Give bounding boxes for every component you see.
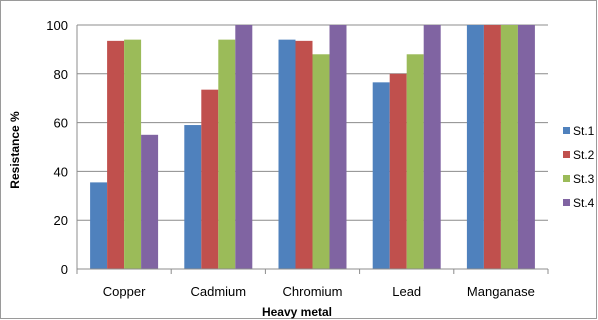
bar-st4-lead	[423, 25, 441, 269]
x-tick-label: Copper	[103, 284, 146, 299]
bar-st2-cadmium	[201, 89, 219, 269]
bar-st4-chromium	[329, 25, 347, 269]
legend: St.1 St.2 St.3 St.4	[563, 124, 595, 210]
x-tick-label: Manganase	[467, 284, 535, 299]
bar-st3-copper	[124, 39, 142, 269]
bar-st1-copper	[90, 182, 108, 269]
bar-st1-lead	[372, 82, 390, 269]
bar-st4-manganase	[517, 25, 535, 269]
y-tick-labels: 0 20 40 60 80 100	[46, 18, 68, 277]
bar-st3-chromium	[312, 54, 330, 269]
x-tick-label: Cadmium	[190, 284, 246, 299]
bars	[90, 25, 535, 269]
legend-label: St.1	[573, 124, 595, 138]
bar-st4-copper	[141, 134, 159, 269]
y-axis-title: Resistance %	[8, 111, 22, 189]
y-tick-label: 80	[54, 67, 68, 82]
y-tick-label: 40	[54, 164, 68, 179]
bar-st3-manganase	[500, 25, 518, 269]
bar-st3-lead	[406, 54, 424, 269]
bar-st1-chromium	[278, 39, 296, 269]
y-tick-label: 20	[54, 213, 68, 228]
legend-swatch	[563, 199, 570, 206]
legend-label: St.2	[573, 148, 595, 162]
legend-label: St.4	[573, 196, 595, 210]
y-tick-label: 100	[46, 18, 68, 33]
bar-st1-manganase	[466, 25, 484, 269]
bar-st2-chromium	[295, 40, 313, 269]
x-axis-title: Heavy metal	[262, 305, 332, 319]
bar-st4-cadmium	[235, 25, 253, 269]
x-tick-labels: Copper Cadmium Chromium Lead Manganase	[103, 284, 535, 299]
legend-swatch	[563, 151, 570, 158]
legend-swatch	[563, 175, 570, 182]
bar-st1-cadmium	[184, 125, 202, 269]
axes	[76, 25, 549, 274]
x-tick-label: Chromium	[283, 284, 343, 299]
bar-st2-copper	[107, 40, 125, 269]
y-tick-label: 0	[61, 262, 68, 277]
legend-label: St.3	[573, 172, 595, 186]
bar-st2-manganase	[483, 25, 501, 269]
x-tick-label: Lead	[392, 284, 421, 299]
bar-st2-lead	[389, 73, 407, 269]
bar-st3-cadmium	[218, 39, 236, 269]
y-tick-label: 60	[54, 116, 68, 131]
legend-swatch	[563, 127, 570, 134]
